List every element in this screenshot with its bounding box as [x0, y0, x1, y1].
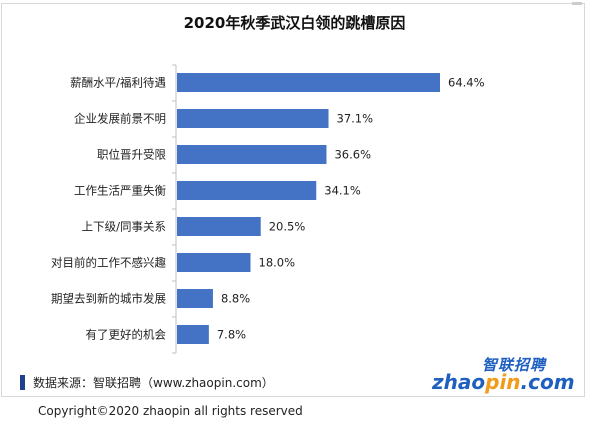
bar: [177, 217, 261, 236]
category-label: 上下级/同事关系: [82, 220, 166, 234]
bar: [177, 181, 317, 200]
chart-title: 2020年秋季武汉白领的跳槽原因: [183, 14, 406, 32]
category-label: 职位晋升受限: [97, 148, 166, 162]
category-label: 工作生活严重失衡: [74, 184, 166, 198]
category-label: 对目前的工作不感兴趣: [51, 256, 166, 270]
value-label: 36.6%: [334, 148, 371, 162]
corner-mark: [572, 2, 582, 5]
category-label: 薪酬水平/福利待遇: [70, 76, 166, 90]
bar: [177, 289, 213, 308]
category-label: 期望去到新的城市发展: [51, 292, 166, 306]
chart-frame: [1, 3, 585, 397]
copyright: Copyright©2020 zhaopin all rights reserv…: [38, 404, 303, 418]
logo-en-c: .com: [520, 370, 575, 394]
bar: [177, 145, 327, 164]
logo-cn: 智联招聘: [482, 356, 547, 374]
data-source: 数据来源：智联招聘（www.zhaopin.com）: [20, 374, 274, 390]
source-text: 数据来源：智联招聘（www.zhaopin.com）: [33, 375, 274, 390]
source-marker: [20, 374, 25, 390]
category-label: 有了更好的机会: [86, 328, 167, 342]
value-label: 8.8%: [221, 292, 250, 306]
bar: [177, 109, 329, 128]
value-label: 18.0%: [259, 256, 296, 270]
logo-en-a: zhao: [432, 370, 486, 394]
value-label: 20.5%: [269, 220, 306, 234]
bar: [177, 325, 209, 344]
logo-en-b: pin: [485, 370, 521, 394]
bar: [177, 253, 251, 272]
bar: [177, 73, 440, 92]
value-label: 7.8%: [217, 328, 246, 342]
value-label: 37.1%: [337, 112, 374, 126]
bar-chart: 薪酬水平/福利待遇 64.4% 企业发展前景不明 37.1% 职位晋升受限 36.6% 工作…: [51, 64, 485, 354]
value-label: 34.1%: [324, 184, 361, 198]
value-label: 64.4%: [448, 76, 485, 90]
logo-en: zhaopin.com: [432, 370, 575, 394]
zhaopin-logo: 智联招聘 zhaopin.com: [430, 354, 580, 394]
category-label: 企业发展前景不明: [74, 112, 166, 126]
